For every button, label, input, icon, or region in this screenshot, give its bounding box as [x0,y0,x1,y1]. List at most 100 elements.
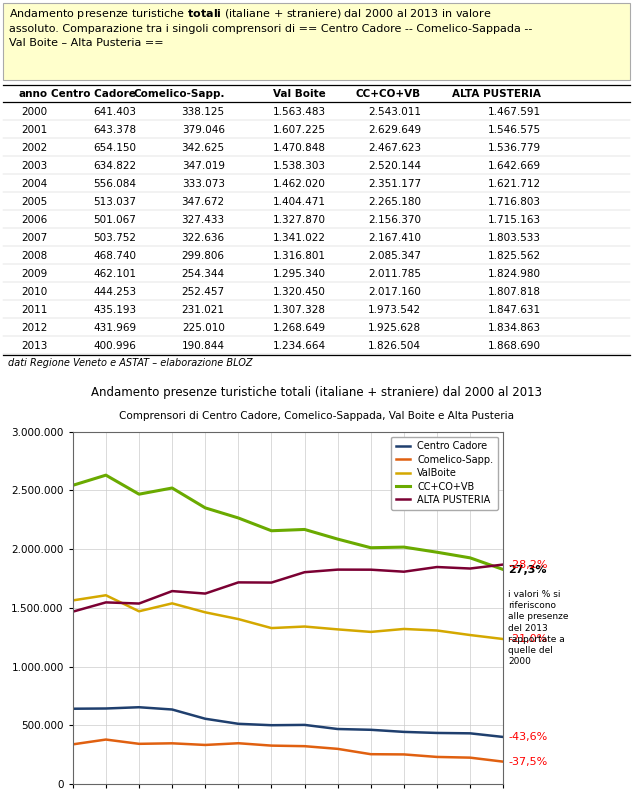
Text: 27,3%: 27,3% [508,565,547,574]
Text: 2.629.649: 2.629.649 [368,124,421,135]
Centro Cadore [499,733,507,742]
Comelico-Sapp. [135,739,143,748]
Text: 1.716.803: 1.716.803 [488,197,541,207]
Text: 1.462.020: 1.462.020 [273,179,326,188]
Centro Cadore [268,721,275,730]
Text: 1.826.504: 1.826.504 [368,341,421,352]
Text: 2.085.347: 2.085.347 [368,251,421,261]
Text: -21,0%: -21,0% [508,634,548,644]
ALTA PUSTERIA [135,599,143,608]
ALTA PUSTERIA [235,577,242,587]
CC+CO+VB [433,547,441,557]
Text: 1.834.863: 1.834.863 [488,323,541,333]
CC+CO+VB [102,470,110,480]
Text: -43,6%: -43,6% [508,732,548,742]
Text: 2.167.410: 2.167.410 [368,233,421,243]
Text: 513.037: 513.037 [93,197,136,207]
Text: 400.996: 400.996 [93,341,136,352]
CC+CO+VB [268,526,275,535]
Text: 444.253: 444.253 [93,287,136,297]
Text: 1.803.533: 1.803.533 [488,233,541,243]
Centro Cadore [168,705,176,714]
CC+CO+VB [301,525,308,535]
ALTA PUSTERIA [102,598,110,607]
Text: 2004: 2004 [22,179,47,188]
ALTA PUSTERIA [201,588,209,598]
Text: 2012: 2012 [21,323,47,333]
Centro Cadore [69,704,77,714]
Comelico-Sapp. [467,753,474,763]
CC+CO+VB [334,535,341,544]
Text: i valori % si
riferiscono
alle presenze
del 2013
rapportate a
quelle del
2000: i valori % si riferiscono alle presenze … [508,590,569,666]
Text: -37,5%: -37,5% [508,756,548,767]
Comelico-Sapp. [268,741,275,750]
Text: 641.403: 641.403 [93,107,136,116]
Text: 1.563.483: 1.563.483 [273,107,326,116]
Text: 503.752: 503.752 [93,233,136,243]
Text: 1.847.631: 1.847.631 [488,305,541,315]
CC+CO+VB [135,489,143,499]
Text: 2006: 2006 [22,215,47,225]
Comelico-Sapp. [69,740,77,749]
Text: 225.010: 225.010 [182,323,225,333]
Text: 2008: 2008 [22,251,47,261]
Centro Cadore [334,724,341,733]
Text: 2007: 2007 [22,233,47,243]
Text: Centro Cadore: Centro Cadore [51,89,136,99]
CC+CO+VB [467,553,474,562]
Text: 333.073: 333.073 [182,179,225,188]
Text: 1.546.575: 1.546.575 [488,124,541,135]
Text: 342.625: 342.625 [182,143,225,153]
Centro Cadore [433,728,441,737]
Text: 462.101: 462.101 [93,269,136,279]
Text: 2011: 2011 [21,305,47,315]
Text: Comprensori di Centro Cadore, Comelico-Sappada, Val Boite e Alta Pusteria: Comprensori di Centro Cadore, Comelico-S… [119,411,514,421]
Comelico-Sapp. [400,750,408,760]
Text: 1.307.328: 1.307.328 [273,305,326,315]
ALTA PUSTERIA [69,607,77,616]
Text: 2.156.370: 2.156.370 [368,215,421,225]
Text: 2003: 2003 [22,161,47,171]
Text: 2002: 2002 [22,143,47,153]
ValBoite [69,596,77,605]
Text: 1.327.870: 1.327.870 [273,215,326,225]
Centro Cadore [135,703,143,712]
CC+CO+VB [499,565,507,574]
CC+CO+VB [69,481,77,490]
Centro Cadore [201,714,209,724]
ALTA PUSTERIA [367,565,375,574]
Text: 338.125: 338.125 [182,107,225,116]
Text: 2.543.011: 2.543.011 [368,107,421,116]
Text: 1.973.542: 1.973.542 [368,305,421,315]
Text: dati Regione Veneto e ASTAT – elaborazione BLOZ: dati Regione Veneto e ASTAT – elaborazio… [8,358,252,368]
Text: 2.520.144: 2.520.144 [368,161,421,171]
CC+CO+VB [201,503,209,512]
Text: 254.344: 254.344 [182,269,225,279]
Text: 379.046: 379.046 [182,124,225,135]
CC+CO+VB [367,543,375,553]
Comelico-Sapp. [168,739,176,748]
Text: 2.265.180: 2.265.180 [368,197,421,207]
ValBoite [268,623,275,633]
Line: Centro Cadore: Centro Cadore [73,707,503,737]
Comelico-Sapp. [499,757,507,767]
Text: 327.433: 327.433 [182,215,225,225]
CC+CO+VB [400,543,408,552]
Text: 2013: 2013 [21,341,47,352]
Text: 1.536.779: 1.536.779 [488,143,541,153]
Text: 347.672: 347.672 [182,197,225,207]
Text: 634.822: 634.822 [93,161,136,171]
Text: 2.351.177: 2.351.177 [368,179,421,188]
Text: Comelico-Sapp.: Comelico-Sapp. [133,89,225,99]
Text: 1.807.818: 1.807.818 [488,287,541,297]
Text: 501.067: 501.067 [93,215,136,225]
Text: ALTA PUSTERIA: ALTA PUSTERIA [453,89,541,99]
Text: CC+CO+VB: CC+CO+VB [356,89,421,99]
ValBoite [201,607,209,617]
Comelico-Sapp. [102,735,110,744]
Comelico-Sapp. [367,749,375,759]
Comelico-Sapp. [201,741,209,750]
Line: Comelico-Sapp.: Comelico-Sapp. [73,740,503,762]
Text: 1.295.340: 1.295.340 [273,269,326,279]
Text: 1.825.562: 1.825.562 [488,251,541,261]
